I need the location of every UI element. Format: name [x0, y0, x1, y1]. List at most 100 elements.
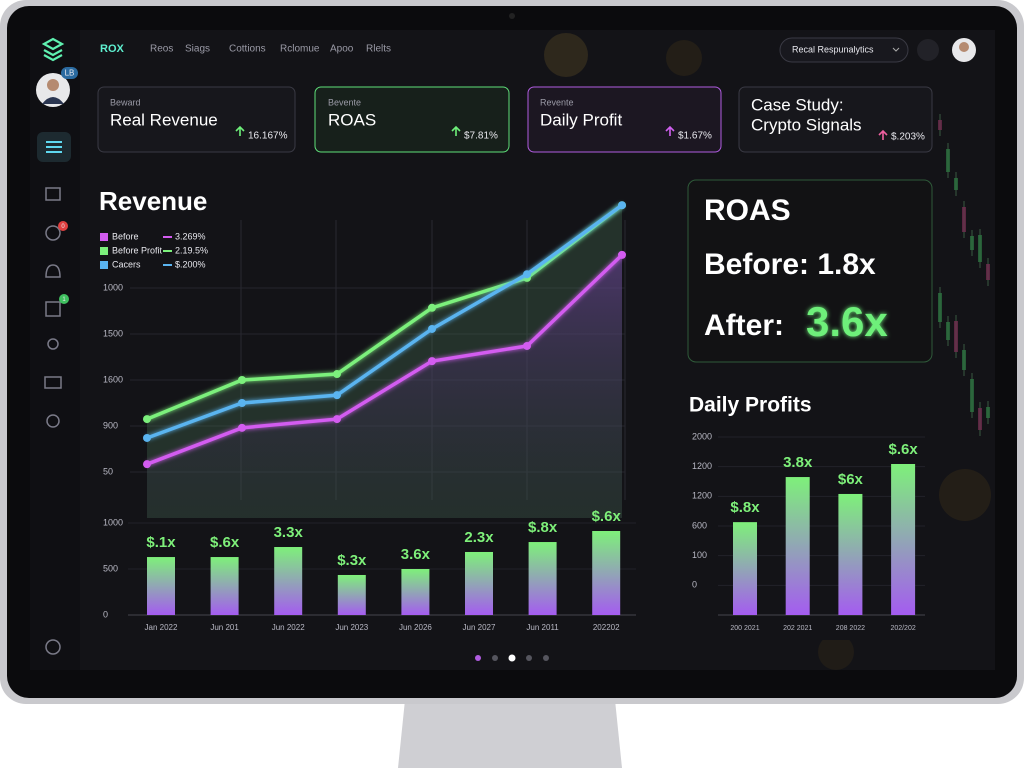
x-tick-label: Jun 201	[210, 623, 239, 632]
point	[143, 433, 151, 442]
candle	[978, 408, 982, 430]
x-tick-label: Jun 2022	[272, 623, 305, 632]
bar	[210, 557, 239, 615]
x-tick-label: 202 2021	[783, 625, 812, 632]
dropdown[interactable]	[779, 37, 909, 63]
chart-title: Revenue	[99, 186, 207, 216]
legend-value: $.200%	[175, 259, 206, 269]
card[interactable]	[527, 86, 722, 153]
sidebar-icon[interactable]	[45, 301, 61, 317]
point	[333, 370, 341, 379]
logo-icon[interactable]	[41, 37, 65, 62]
avatar-badge-bg	[61, 67, 78, 79]
brand[interactable]: ROX	[100, 43, 125, 55]
candle	[954, 178, 958, 190]
x-tick-label: Jun 2026	[399, 623, 432, 632]
badge: 0	[61, 224, 65, 230]
page-dot[interactable]	[543, 655, 549, 661]
sidebar-icon[interactable]	[45, 187, 61, 201]
candle	[938, 293, 942, 322]
coin	[666, 40, 702, 76]
card[interactable]	[97, 86, 296, 153]
sidebar-icon[interactable]	[45, 225, 61, 241]
area	[147, 254, 622, 518]
page-dot[interactable]	[526, 655, 532, 661]
candle	[970, 236, 974, 250]
bar	[592, 531, 621, 615]
page-dot[interactable]	[492, 655, 498, 661]
point	[238, 423, 246, 432]
nav-item[interactable]: Rlelts	[366, 44, 391, 55]
y-tick-label: 1500	[103, 328, 123, 338]
legend-label: Before	[112, 231, 139, 241]
nav-item[interactable]: Cottions	[229, 44, 266, 55]
x-tick-label: Jan 2022	[145, 623, 178, 632]
bar-label: $.8x	[528, 519, 558, 536]
roas-before: Before: 1.8x	[704, 248, 876, 281]
y-tick-label: 1000	[103, 517, 123, 527]
bar	[785, 477, 810, 615]
legend-value: 3.269%	[175, 231, 206, 241]
card-change: $1.67%	[678, 131, 712, 142]
badge-bg	[58, 221, 68, 231]
bar	[733, 522, 757, 615]
bar-label: 3.8x	[783, 454, 813, 471]
bar-label: 2.3x	[464, 529, 494, 546]
bar-label: $.1x	[146, 534, 176, 551]
line	[146, 253, 624, 466]
background-decor	[544, 33, 991, 670]
user-button[interactable]	[917, 39, 939, 61]
y-tick-label: 1200	[692, 461, 712, 471]
nav-item[interactable]: Rclomue	[280, 44, 320, 55]
sidebar-icon[interactable]	[45, 264, 61, 278]
x-tick-label: 202202	[593, 623, 620, 632]
chart-title: Daily Profits	[689, 394, 812, 417]
candle	[954, 321, 958, 352]
roas-title: ROAS	[704, 194, 791, 227]
camera	[509, 13, 515, 19]
candle	[962, 207, 966, 232]
bar-label: 3.6x	[401, 546, 431, 563]
y-tick-label: 600	[692, 520, 707, 530]
card-change: $7.81%	[464, 131, 498, 142]
up-arrow	[878, 129, 888, 140]
roas-panel	[687, 179, 933, 363]
legend-label: Before Profit	[112, 245, 163, 255]
sidebar-icon[interactable]	[44, 376, 62, 389]
card-title: Daily Profit	[540, 110, 622, 129]
user-avatar-face	[959, 42, 969, 52]
bar-label: $.6x	[888, 441, 918, 458]
candle	[946, 149, 950, 172]
nav-item[interactable]: Reos	[150, 44, 173, 55]
sidebar-icon[interactable]	[46, 414, 60, 428]
x-tick-label: Jun 2027	[463, 623, 496, 632]
roas-after: 3.6x	[806, 298, 888, 345]
page-dot[interactable]	[508, 654, 516, 662]
avatar-face	[47, 79, 59, 91]
settings-icon[interactable]	[45, 639, 61, 655]
y-tick-label: 500	[103, 563, 118, 573]
candle	[946, 322, 950, 340]
avatar-badge: LB	[65, 69, 75, 78]
bar-label: $.3x	[337, 552, 367, 569]
bar	[147, 557, 175, 615]
y-tick-label: 0	[103, 609, 108, 619]
sidebar-icon[interactable]	[47, 338, 59, 350]
nav-item[interactable]: Siags	[185, 44, 210, 55]
point	[618, 201, 626, 210]
legend-swatch	[100, 261, 108, 269]
legend-label: Cacers	[112, 259, 141, 269]
card[interactable]	[314, 86, 510, 153]
y-tick-label: 1200	[692, 491, 712, 501]
up-arrow	[665, 125, 675, 136]
card-label: Beward	[110, 97, 141, 107]
point	[238, 399, 246, 407]
up-arrow	[235, 125, 245, 136]
coin	[544, 33, 588, 77]
page-dot[interactable]	[475, 655, 481, 661]
nav-item[interactable]: Apoo	[330, 44, 354, 55]
line	[146, 203, 624, 440]
card-label: Bevente	[328, 97, 361, 107]
card-title: ROAS	[328, 110, 376, 129]
point	[618, 250, 626, 259]
